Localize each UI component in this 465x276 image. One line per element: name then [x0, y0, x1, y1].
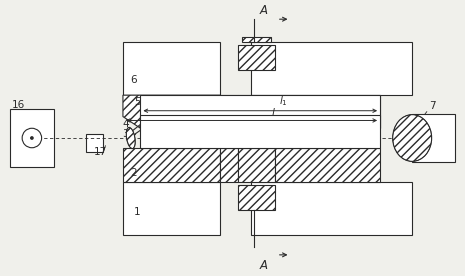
Text: 1: 1: [134, 207, 140, 217]
Polygon shape: [220, 95, 238, 128]
Polygon shape: [86, 134, 104, 152]
Text: A: A: [259, 4, 267, 17]
Text: $l$: $l$: [272, 105, 276, 118]
Polygon shape: [412, 114, 455, 162]
Polygon shape: [123, 148, 220, 182]
Polygon shape: [140, 95, 380, 128]
Polygon shape: [275, 148, 380, 182]
Polygon shape: [238, 95, 275, 128]
Polygon shape: [242, 37, 271, 42]
Polygon shape: [238, 148, 275, 182]
Ellipse shape: [393, 115, 432, 161]
Polygon shape: [238, 44, 275, 70]
Text: 17: 17: [94, 147, 107, 157]
Polygon shape: [252, 42, 412, 95]
Text: 5: 5: [134, 97, 140, 107]
Polygon shape: [252, 182, 412, 235]
Text: 6: 6: [130, 75, 137, 84]
Text: 7: 7: [429, 101, 435, 111]
Circle shape: [22, 128, 42, 148]
Circle shape: [31, 137, 33, 139]
Polygon shape: [123, 95, 220, 128]
Text: A: A: [259, 259, 267, 272]
Ellipse shape: [126, 128, 135, 148]
Polygon shape: [6, 4, 459, 272]
Polygon shape: [123, 42, 220, 95]
Polygon shape: [123, 182, 220, 235]
Text: 4: 4: [122, 119, 129, 129]
Text: 2: 2: [130, 168, 137, 178]
Text: $l_1$: $l_1$: [279, 94, 288, 108]
Polygon shape: [220, 148, 238, 182]
Polygon shape: [140, 115, 380, 148]
Polygon shape: [238, 185, 275, 210]
Polygon shape: [10, 109, 54, 167]
Polygon shape: [275, 95, 380, 128]
Text: 16: 16: [12, 100, 25, 110]
Text: 3: 3: [122, 129, 129, 139]
